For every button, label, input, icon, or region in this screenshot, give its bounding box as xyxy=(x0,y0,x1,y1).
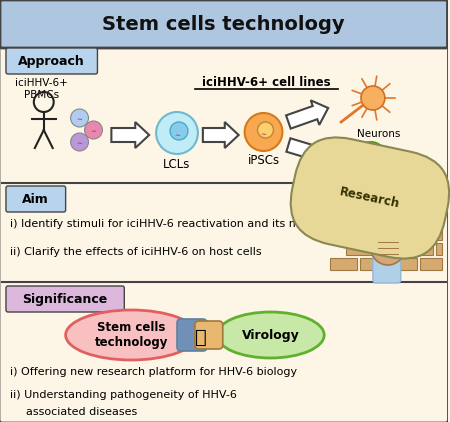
Polygon shape xyxy=(203,122,239,148)
Text: iciHHV-6+ cell lines: iciHHV-6+ cell lines xyxy=(202,76,331,89)
Text: ∼: ∼ xyxy=(261,131,266,137)
Circle shape xyxy=(85,121,103,139)
Text: ∼: ∼ xyxy=(90,128,96,134)
Text: ii) Clarify the effects of iciHHV-6 on host cells: ii) Clarify the effects of iciHHV-6 on h… xyxy=(10,247,261,257)
Circle shape xyxy=(71,109,89,127)
FancyBboxPatch shape xyxy=(406,243,432,255)
FancyBboxPatch shape xyxy=(360,228,387,240)
FancyBboxPatch shape xyxy=(330,258,357,270)
Text: iciHHV-6+
PBMCs: iciHHV-6+ PBMCs xyxy=(15,78,68,100)
Text: i) Identify stimuli for iciHHV-6 reactivation and its mechanism: i) Identify stimuli for iciHHV-6 reactiv… xyxy=(10,219,353,229)
FancyBboxPatch shape xyxy=(420,258,441,270)
Text: ∼: ∼ xyxy=(76,116,82,122)
Text: Blood cells: Blood cells xyxy=(353,180,409,190)
Text: iPSCs: iPSCs xyxy=(248,154,279,168)
FancyBboxPatch shape xyxy=(360,258,387,270)
Text: Neurons: Neurons xyxy=(357,129,400,139)
Circle shape xyxy=(245,113,283,151)
Circle shape xyxy=(156,112,198,154)
Text: Stem cells technology: Stem cells technology xyxy=(103,14,345,33)
FancyBboxPatch shape xyxy=(6,48,98,74)
Polygon shape xyxy=(112,122,149,148)
Text: associated diseases: associated diseases xyxy=(26,407,137,417)
Text: ∼: ∼ xyxy=(174,132,180,138)
FancyBboxPatch shape xyxy=(6,186,66,212)
Polygon shape xyxy=(286,100,328,129)
FancyBboxPatch shape xyxy=(390,258,417,270)
Circle shape xyxy=(170,122,188,140)
Ellipse shape xyxy=(217,312,324,358)
Text: Aim: Aim xyxy=(22,192,49,206)
Circle shape xyxy=(366,148,380,162)
FancyBboxPatch shape xyxy=(0,0,447,48)
Text: LCLs: LCLs xyxy=(163,157,191,170)
Ellipse shape xyxy=(66,310,197,360)
Polygon shape xyxy=(286,138,328,165)
Text: Significance: Significance xyxy=(22,292,107,306)
Text: 🤝: 🤝 xyxy=(195,327,207,346)
Circle shape xyxy=(71,133,89,151)
Circle shape xyxy=(356,142,386,172)
Text: Research: Research xyxy=(338,185,401,211)
Text: i) Offering new research platform for HHV-6 biology: i) Offering new research platform for HH… xyxy=(10,367,297,377)
FancyBboxPatch shape xyxy=(195,321,223,349)
FancyBboxPatch shape xyxy=(346,243,373,255)
FancyBboxPatch shape xyxy=(376,243,403,255)
Text: ii) Understanding pathogeneity of HHV-6: ii) Understanding pathogeneity of HHV-6 xyxy=(10,390,237,400)
Circle shape xyxy=(257,122,274,138)
FancyBboxPatch shape xyxy=(177,319,207,351)
FancyBboxPatch shape xyxy=(330,228,357,240)
Text: Approach: Approach xyxy=(18,54,85,68)
Text: ∼: ∼ xyxy=(368,156,374,162)
FancyBboxPatch shape xyxy=(390,228,417,240)
Circle shape xyxy=(361,86,385,110)
FancyBboxPatch shape xyxy=(373,247,401,283)
FancyBboxPatch shape xyxy=(436,243,441,255)
Circle shape xyxy=(371,231,405,265)
FancyBboxPatch shape xyxy=(6,286,124,312)
Text: Virology: Virology xyxy=(242,328,299,341)
FancyBboxPatch shape xyxy=(420,228,441,240)
Text: ∼: ∼ xyxy=(76,140,82,146)
Text: Stem cells
technology: Stem cells technology xyxy=(94,321,168,349)
